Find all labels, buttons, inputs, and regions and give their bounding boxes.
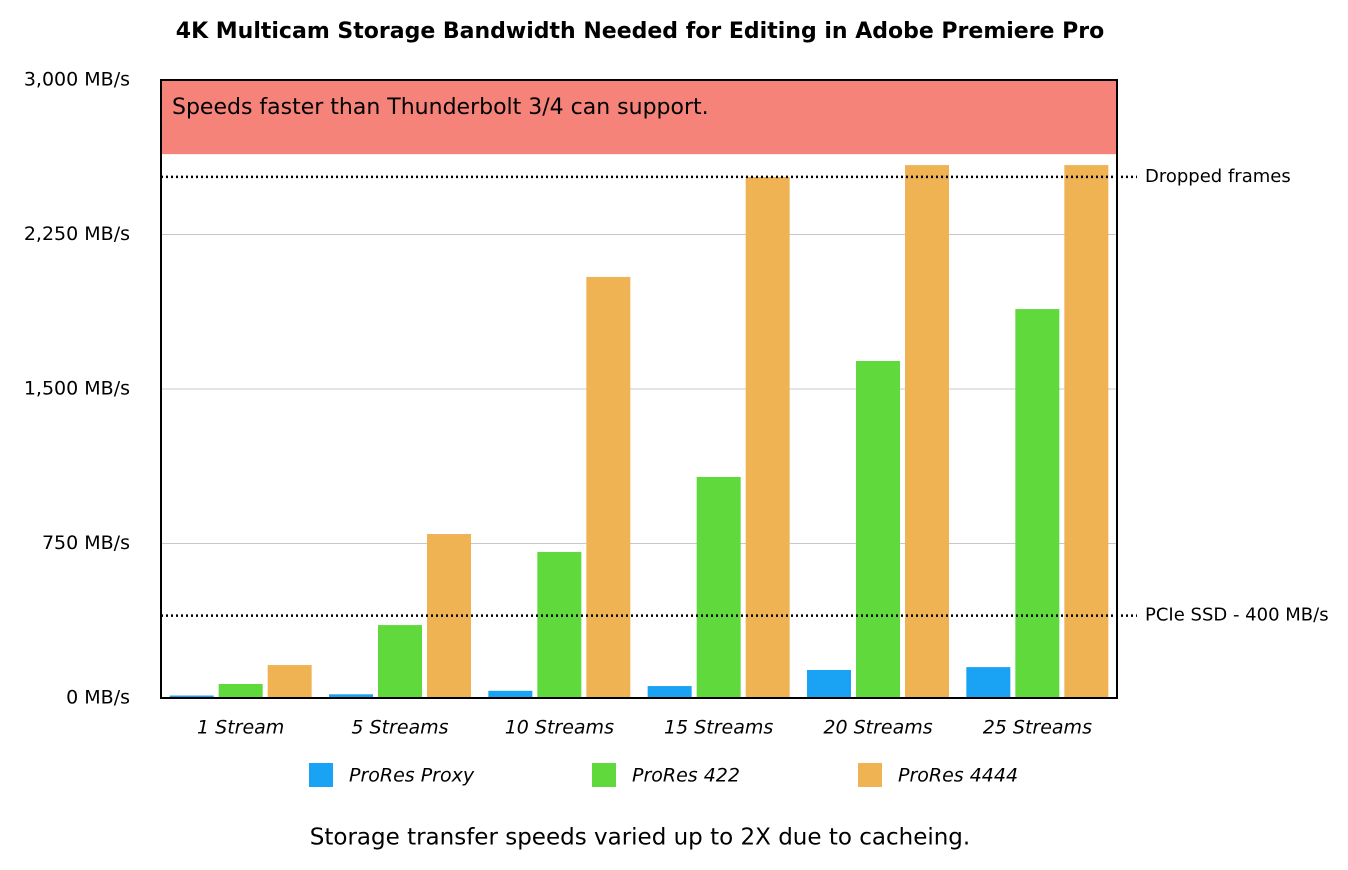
x-tick-label: 25 Streams <box>983 717 1092 739</box>
x-tick-label: 15 Streams <box>664 717 773 739</box>
bar <box>378 625 422 698</box>
band-label: Speeds faster than Thunderbolt 3/4 can s… <box>172 95 709 120</box>
bar <box>647 686 692 698</box>
bar <box>856 360 900 698</box>
bar <box>488 690 533 698</box>
bar <box>427 534 471 698</box>
bar <box>537 551 582 698</box>
bar <box>267 665 312 698</box>
legend-swatch <box>858 763 882 787</box>
reference-label: PCIe SSD - 400 MB/s <box>1145 605 1329 626</box>
bar <box>696 476 741 698</box>
y-tick-label: 0 MB/s <box>66 687 130 709</box>
x-tick-label: 10 Streams <box>505 717 614 739</box>
y-tick-label: 1,500 MB/s <box>24 378 130 400</box>
bar <box>218 683 263 698</box>
x-tick-label: 1 Stream <box>197 717 284 739</box>
legend-label: ProRes 422 <box>632 765 740 787</box>
bar <box>169 695 214 698</box>
bar <box>905 165 949 698</box>
footnote: Storage transfer speeds varied up to 2X … <box>310 825 970 851</box>
bar <box>586 276 631 698</box>
legend-label: ProRes 4444 <box>898 765 1018 787</box>
legend-swatch <box>309 763 333 787</box>
y-tick-label: 3,000 MB/s <box>24 69 130 91</box>
x-tick-label: 20 Streams <box>823 717 932 739</box>
bar <box>745 177 790 698</box>
bar <box>807 669 851 698</box>
band <box>161 80 1117 155</box>
plot-border <box>160 79 1118 699</box>
chart-title: 4K Multicam Storage Bandwidth Needed for… <box>176 19 1104 44</box>
legend-swatch <box>592 763 616 787</box>
legend-label: ProRes Proxy <box>349 765 475 787</box>
bar <box>1015 309 1060 698</box>
bar <box>966 667 1011 698</box>
reference-label: Dropped frames <box>1145 166 1291 187</box>
bar <box>1064 165 1109 698</box>
bar <box>329 694 373 698</box>
y-tick-label: 750 MB/s <box>42 532 130 554</box>
y-tick-label: 2,250 MB/s <box>24 223 130 245</box>
x-tick-label: 5 Streams <box>351 717 448 739</box>
